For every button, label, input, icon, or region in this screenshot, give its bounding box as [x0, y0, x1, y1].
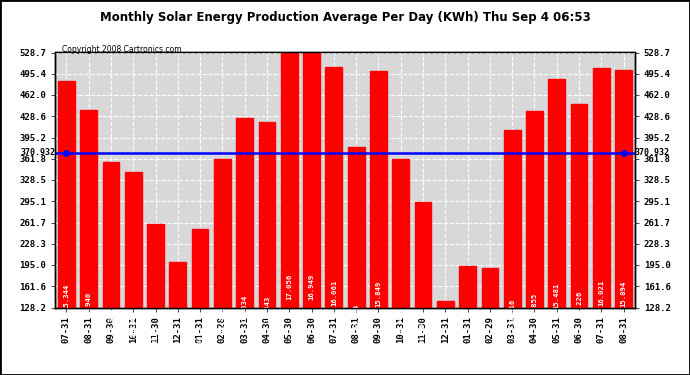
Text: 6.357: 6.357 [175, 340, 181, 362]
Text: 16.021: 16.021 [598, 280, 604, 306]
Bar [303, 49, 320, 375]
Text: 10.806: 10.806 [130, 311, 136, 337]
Bar [214, 159, 230, 375]
Bar [571, 104, 587, 375]
Bar [147, 224, 164, 375]
Text: 15.344: 15.344 [63, 284, 70, 310]
Text: 15.894: 15.894 [620, 280, 627, 307]
Text: 6.024: 6.024 [487, 342, 493, 364]
Bar [437, 301, 453, 375]
Bar [80, 110, 97, 375]
Text: 9.319: 9.319 [420, 322, 426, 344]
Bar [125, 172, 141, 375]
Bar [370, 71, 387, 375]
Bar [259, 122, 275, 375]
Text: 11.480: 11.480 [219, 307, 226, 333]
Text: 6.141: 6.141 [464, 341, 471, 363]
Bar [482, 268, 498, 375]
Text: 12.054: 12.054 [353, 303, 359, 330]
Text: 17.056: 17.056 [286, 273, 293, 300]
Bar [504, 130, 520, 375]
Text: 370.932: 370.932 [20, 148, 55, 158]
Text: 4.389: 4.389 [442, 352, 448, 374]
Bar [236, 118, 253, 375]
Text: 13.940: 13.940 [86, 292, 92, 318]
Text: Copyright 2008 Cartronics.com: Copyright 2008 Cartronics.com [62, 45, 181, 54]
Text: 11.461: 11.461 [397, 307, 404, 333]
Text: 13.534: 13.534 [241, 295, 248, 321]
Text: 12.916: 12.916 [509, 298, 515, 324]
Text: 8.219: 8.219 [152, 329, 159, 351]
Bar [593, 68, 610, 375]
Text: 13.343: 13.343 [264, 296, 270, 322]
Text: 7.963: 7.963 [197, 330, 203, 352]
Text: 16.949: 16.949 [308, 274, 315, 300]
Bar [348, 147, 364, 375]
Bar [393, 159, 409, 375]
Bar [460, 266, 476, 375]
Text: 14.226: 14.226 [576, 290, 582, 316]
Bar [58, 81, 75, 375]
Bar [326, 67, 342, 375]
Text: 13.855: 13.855 [531, 292, 538, 319]
Bar [192, 230, 208, 375]
Text: 15.481: 15.481 [554, 283, 560, 309]
Bar [549, 79, 565, 375]
Bar [170, 262, 186, 375]
Text: 370.932: 370.932 [635, 148, 670, 158]
Text: 16.061: 16.061 [331, 279, 337, 306]
Text: 15.849: 15.849 [375, 280, 382, 307]
Bar [415, 202, 431, 375]
Bar [281, 47, 297, 375]
Text: Monthly Solar Energy Production Average Per Day (KWh) Thu Sep 4 06:53: Monthly Solar Energy Production Average … [99, 11, 591, 24]
Bar [526, 111, 543, 375]
Bar [615, 70, 632, 375]
Text: 11.344: 11.344 [108, 308, 114, 334]
Bar [103, 162, 119, 375]
